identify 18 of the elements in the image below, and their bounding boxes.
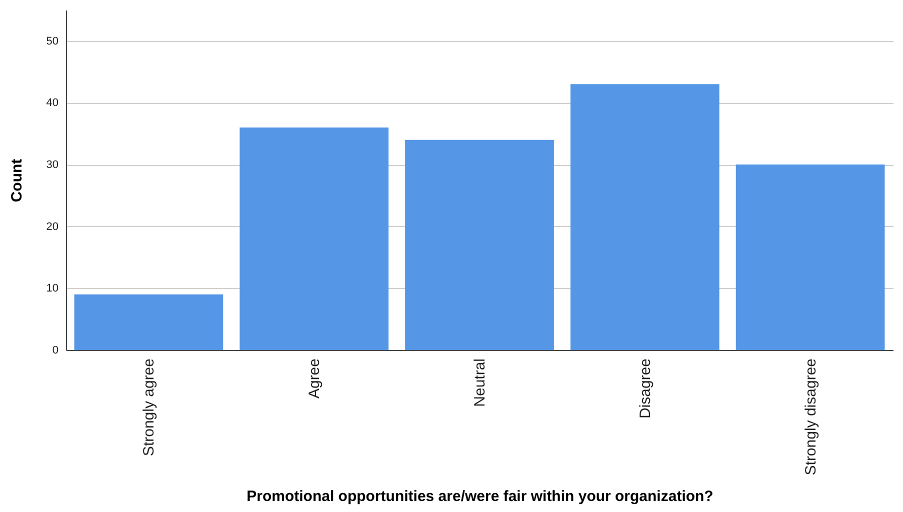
bar	[74, 294, 224, 350]
x-tick-label: Strongly disagree	[802, 358, 820, 476]
bar	[405, 140, 554, 350]
y-tick-label: 50	[46, 35, 58, 48]
x-tick-label: Agree	[306, 358, 324, 399]
bar	[570, 84, 720, 350]
y-tick-label: 40	[46, 97, 58, 110]
bar	[240, 127, 389, 350]
y-tick-label: 10	[46, 282, 58, 295]
bar	[736, 164, 885, 350]
y-tick-label: 30	[46, 159, 58, 172]
y-tick-label: 0	[52, 344, 58, 356]
x-axis-title: Promotional opportunities are/were fair within your organization?	[246, 488, 714, 506]
y-axis-title: Count	[8, 158, 26, 202]
y-tick-label: 20	[46, 220, 58, 233]
x-tick-label: Disagree	[636, 358, 654, 419]
x-tick-label: Strongly agree	[140, 358, 158, 456]
x-tick-label: Neutral	[472, 358, 488, 407]
